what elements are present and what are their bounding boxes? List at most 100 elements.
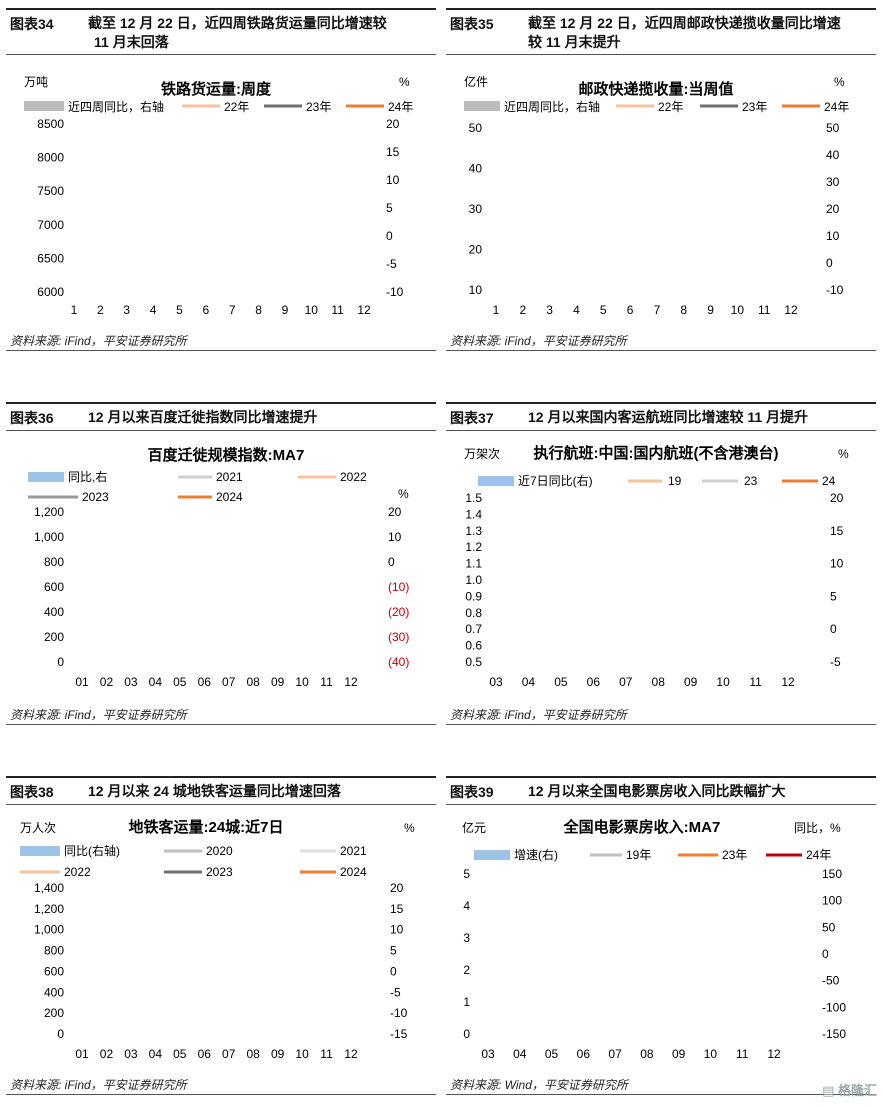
y-tick-label: 10 (826, 229, 840, 243)
x-tick-label: 06 (198, 675, 212, 689)
chart-36: 百度迁徙规模指数:MA7 % 同比,右 2021 2022 2023 2024 … (28, 446, 409, 689)
y-tick-label: 1.0 (465, 573, 482, 587)
y-tick-label: 800 (44, 555, 64, 569)
y-tick-label: 600 (44, 964, 64, 978)
right-unit: % (838, 447, 849, 461)
x-tick-label: 10 (295, 675, 309, 689)
y-tick-label: 15 (386, 145, 400, 159)
y-tick-label: 100 (822, 894, 842, 908)
legend-label: 23年 (722, 848, 747, 862)
plot-area (72, 124, 378, 292)
x-tick-label: 04 (149, 1047, 163, 1061)
y-tick-label: 1,400 (34, 881, 64, 895)
panel-header: 图表35 截至 12 月 22 日，近四周邮政快递揽收量同比增速较 11 月末提… (446, 8, 876, 55)
y-tick-label: 0.9 (465, 589, 482, 603)
y-tick-label: 10 (469, 283, 483, 297)
x-tick-label: 06 (198, 1047, 212, 1061)
y-left-axis: 8500 8000 7500 7000 6500 6000 (37, 117, 64, 299)
x-tick-label: 06 (577, 1047, 591, 1061)
legend: 同比(右轴) 2020 2021 2022 2023 2024 (20, 843, 367, 879)
legend-label: 2023 (206, 865, 233, 879)
x-tick-label: 12 (344, 1047, 358, 1061)
panel-38: 图表38 12 月以来 24 城地铁客运量同比增速回落 万人次 地铁客运量:24… (6, 776, 436, 1101)
x-tick-label: 12 (357, 303, 371, 317)
chart-title: 全国电影票房收入:MA7 (563, 818, 721, 836)
bottom-rule (446, 1094, 876, 1095)
chart-37: 万架次 执行航班:中国:国内航班(不含港澳台) % 近7日同比(右) 19 23… (464, 444, 849, 689)
legend-label: 近四周同比，右轴 (68, 99, 164, 114)
legend-label: 22年 (658, 100, 683, 114)
x-tick-label: 2 (519, 303, 526, 317)
y-tick-label: 600 (44, 580, 64, 594)
y-tick-label: 400 (44, 605, 64, 619)
legend-label: 24年 (388, 100, 413, 114)
x-tick-label: 05 (545, 1047, 559, 1061)
y-right-axis: 20 15 10 5 0 -5 -10 (386, 117, 404, 299)
source-note: 资料来源: iFind，平安证券研究所 (450, 334, 627, 348)
y-left-axis: 1,200 1,000 800 600 400 200 0 (34, 505, 64, 669)
legend-swatch-bar (20, 846, 60, 856)
x-axis: 03 04 05 06 07 08 09 10 11 12 (489, 675, 795, 689)
legend-label: 19 (668, 474, 682, 488)
panel-header: 图表37 12 月以来国内客运航班同比增速较 11 月提升 (446, 402, 876, 431)
y-tick-label: 8000 (37, 151, 64, 165)
x-tick-label: 10 (305, 303, 319, 317)
y-tick-label: 10 (390, 923, 404, 937)
y-tick-label: 1,000 (34, 530, 64, 544)
y-tick-label: -5 (386, 257, 397, 271)
panel-header: 图表38 12 月以来 24 城地铁客运量同比增速回落 (6, 776, 436, 805)
panel-37: 图表37 12 月以来国内客运航班同比增速较 11 月提升 万架次 执行航班:中… (446, 402, 876, 727)
legend-label: 2024 (340, 865, 367, 879)
source-note: 资料来源: iFind，平安证券研究所 (10, 334, 187, 348)
legend-label: 近7日同比(右) (518, 473, 593, 488)
y-tick-label: -5 (390, 985, 401, 999)
chart-title: 铁路货运量:周度 (161, 80, 272, 98)
x-axis: 1 2 3 4 5 6 7 8 9 10 11 12 (71, 303, 371, 317)
chart-title: 邮政快递揽收量:当周值 (579, 80, 734, 98)
x-tick-label: 4 (150, 303, 157, 317)
bottom-rule (6, 1094, 436, 1095)
figure-number: 图表36 (10, 410, 54, 426)
y-tick-label: 1.1 (465, 557, 482, 571)
y-tick-label: 40 (469, 162, 483, 176)
legend-swatch-area (24, 101, 64, 111)
x-tick-label: 09 (271, 1047, 285, 1061)
legend-label: 同比(右轴) (64, 843, 120, 858)
y-tick-label: 6500 (37, 251, 64, 265)
x-tick-label: 04 (513, 1047, 527, 1061)
y-tick-label: 20 (386, 117, 400, 131)
legend-label: 近四周同比，右轴 (504, 99, 600, 114)
y-tick-label: 10 (388, 530, 402, 544)
x-tick-label: 07 (619, 675, 633, 689)
x-tick-label: 12 (781, 675, 795, 689)
y-tick-label: 1.2 (465, 540, 482, 554)
x-tick-label: 6 (627, 303, 634, 317)
legend-label: 同比,右 (68, 469, 107, 484)
left-unit: 万吨 (24, 75, 48, 89)
y-tick-label: 800 (44, 944, 64, 958)
legend-label: 23年 (742, 100, 767, 114)
x-tick-label: 05 (173, 675, 187, 689)
y-tick-label: 0.5 (465, 655, 482, 669)
figure-caption: 12 月以来国内客运航班同比增速较 11 月提升 (528, 409, 809, 425)
x-tick-label: 7 (654, 303, 661, 317)
chart-title: 地铁客运量:24城:近7日 (128, 818, 283, 836)
y-tick-label: (30) (388, 630, 409, 644)
figure-caption: 截至 12 月 22 日，近四周邮政快递揽收量同比增速较 11 月末提升 (528, 15, 841, 50)
legend-label: 2020 (206, 844, 233, 858)
left-unit: 亿元 (462, 820, 486, 835)
x-axis: 1 2 3 4 5 6 7 8 9 10 11 12 (493, 303, 798, 317)
chart-title: 百度迁徙规模指数:MA7 (148, 446, 305, 464)
x-tick-label: 5 (600, 303, 607, 317)
legend-label: 24年 (806, 848, 831, 862)
y-tick-label: 1,000 (34, 923, 64, 937)
source-note: 资料来源: Wind，平安证券研究所 (450, 1078, 628, 1092)
y-tick-label: 30 (826, 175, 840, 189)
legend-label: 23 (744, 474, 758, 488)
legend-swatch-bar (28, 472, 64, 482)
x-tick-label: 1 (493, 303, 500, 317)
x-tick-label: 07 (608, 1047, 622, 1061)
y-tick-label: 6000 (37, 285, 64, 299)
y-tick-label: 7500 (37, 184, 64, 198)
y-tick-label: 0.8 (465, 606, 482, 620)
